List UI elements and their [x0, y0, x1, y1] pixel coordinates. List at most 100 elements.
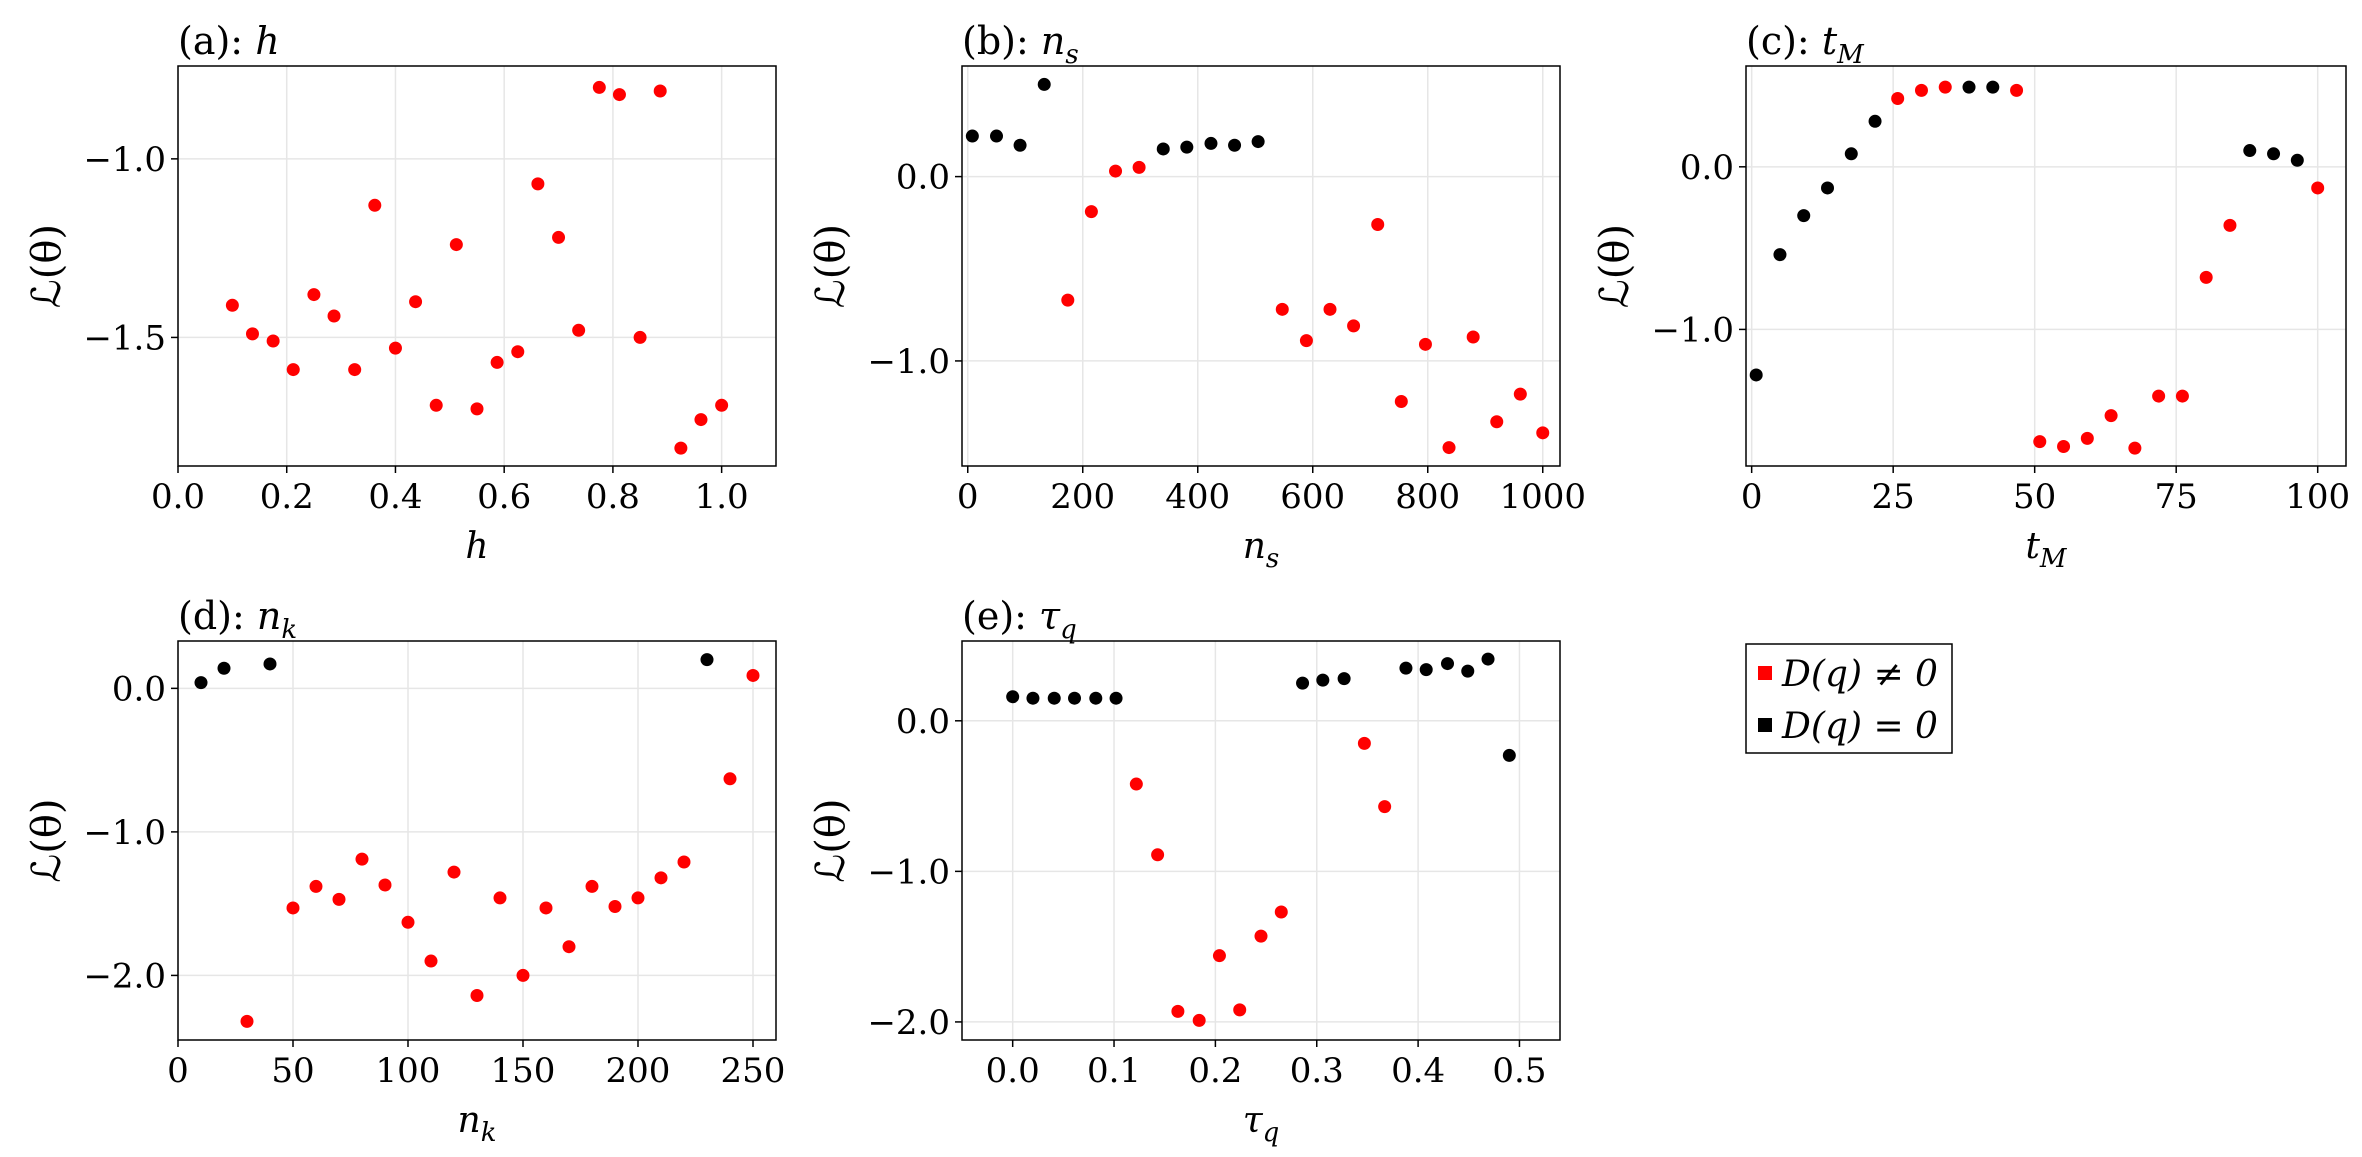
y-tick-label: 0.0: [112, 669, 166, 709]
data-point: [307, 288, 321, 302]
data-point: [1461, 664, 1475, 678]
y-axis-label: ℒ(θ): [24, 224, 70, 308]
data-point: [217, 661, 231, 675]
data-point: [490, 355, 504, 369]
data-point: [1938, 80, 1952, 94]
data-point: [2290, 153, 2304, 167]
y-tick-label: −1.0: [867, 342, 950, 382]
series-nonzero: [1061, 160, 1550, 455]
x-tick-label: 0.6: [477, 477, 531, 517]
data-point: [608, 900, 622, 914]
data-point: [511, 345, 525, 359]
panel-title: (a): h: [178, 19, 280, 63]
plot-frame: [961, 65, 1561, 467]
data-point: [990, 129, 1003, 143]
x-tick-label: 50: [271, 1051, 314, 1091]
x-tick-label: 200: [606, 1051, 671, 1091]
y-tick-label: −1.5: [83, 318, 166, 358]
data-point: [1251, 135, 1265, 149]
data-point: [694, 413, 708, 427]
series-nonzero: [225, 80, 729, 455]
legend-box: [1745, 643, 1953, 754]
data-point: [592, 80, 606, 94]
x-tick-label: 0.0: [986, 1051, 1040, 1091]
data-point: [2199, 270, 2213, 284]
x-axis-label: ns: [1243, 526, 1280, 574]
x-tick-label: 0: [167, 1051, 189, 1091]
x-axis-label: tM: [2025, 526, 2067, 574]
x-tick-label: 1000: [1499, 477, 1586, 517]
data-point: [516, 968, 530, 982]
data-point: [1151, 848, 1165, 862]
data-point: [539, 901, 553, 915]
plot-frame: [1745, 65, 2347, 467]
x-tick-label: 0.2: [260, 477, 314, 517]
y-tick-label: −1.0: [83, 813, 166, 853]
data-point: [1357, 736, 1371, 750]
data-point: [1228, 138, 1242, 152]
data-point: [401, 915, 415, 929]
data-point: [552, 230, 566, 244]
series-zero: [965, 77, 1265, 156]
series-zero: [1749, 80, 2304, 382]
data-point: [1254, 929, 1268, 943]
data-point: [1192, 1013, 1206, 1027]
data-point: [633, 330, 647, 344]
y-axis-label: ℒ(θ): [808, 798, 854, 882]
x-tick-label: 0.1: [1087, 1051, 1141, 1091]
data-point: [1466, 330, 1480, 344]
data-point: [1442, 441, 1456, 455]
data-point: [309, 879, 323, 893]
data-point: [1513, 387, 1527, 401]
data-point: [1773, 248, 1787, 262]
data-point: [1109, 164, 1123, 178]
panel-c: 0 25 50 75 100 0.0 −1.0 (c): tM tM ℒ(θ): [1592, 19, 2350, 574]
data-point: [677, 855, 691, 869]
panel-title: (e): τq: [962, 594, 1077, 645]
data-point: [585, 879, 599, 893]
data-point: [1026, 691, 1040, 705]
data-point: [2243, 144, 2257, 158]
y-axis-label: ℒ(θ): [24, 798, 70, 882]
x-tick-label: 400: [1165, 477, 1230, 517]
y-tick-label: −2.0: [867, 1003, 950, 1043]
data-point: [225, 298, 239, 312]
data-point: [1481, 652, 1495, 666]
series-zero: [194, 653, 714, 690]
y-axis-label: ℒ(θ): [1592, 224, 1638, 308]
x-tick-label: 600: [1280, 477, 1345, 517]
series-nonzero: [240, 668, 760, 1028]
y-tick-label: 0.0: [1680, 148, 1734, 188]
data-point: [1129, 777, 1143, 791]
panel-e: 0.0 0.1 0.2 0.3 0.4 0.5 0.0 −1.0 −2.0 (e): τq τq ℒ(…: [808, 594, 1561, 1148]
y-axis-label: ℒ(θ): [808, 224, 854, 308]
x-tick-label: 0: [957, 477, 979, 517]
x-tick-label: 0.5: [1492, 1051, 1546, 1091]
data-point: [1275, 302, 1289, 316]
data-point: [348, 363, 362, 377]
series-nonzero: [1129, 736, 1392, 1027]
x-tick-label: 1.0: [695, 477, 749, 517]
data-point: [1962, 80, 1976, 94]
x-tick-label: 0.4: [368, 477, 422, 517]
data-point: [1013, 138, 1027, 152]
panel-title: (c): tM: [1746, 19, 1865, 70]
plot-frame: [177, 65, 777, 467]
x-tick-label: 0.3: [1290, 1051, 1344, 1091]
legend: D(q) ≠ 0 D(q) = 0: [1745, 643, 1953, 754]
data-point: [332, 892, 346, 906]
series-zero: [1006, 652, 1516, 762]
data-point: [1089, 691, 1103, 705]
data-point: [1371, 218, 1385, 232]
data-point: [2104, 409, 2118, 423]
data-point: [355, 852, 369, 866]
y-tick-label: −1.0: [1651, 310, 1734, 350]
data-point: [1347, 319, 1361, 333]
data-point: [2010, 83, 2024, 97]
data-point: [286, 901, 300, 915]
data-point: [1749, 368, 1763, 382]
data-point: [1418, 337, 1432, 351]
y-tick-label: 0.0: [896, 702, 950, 742]
data-point: [2175, 389, 2189, 403]
x-tick-label: 100: [2285, 477, 2350, 517]
